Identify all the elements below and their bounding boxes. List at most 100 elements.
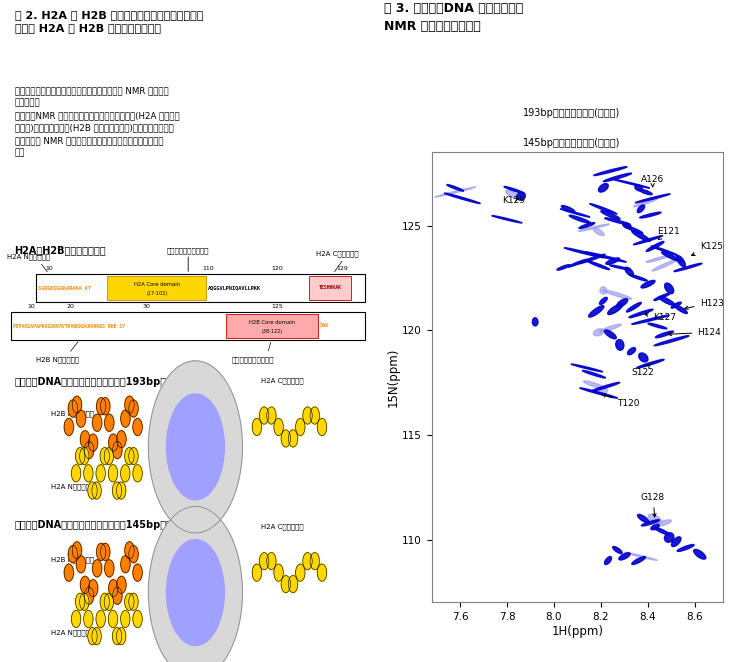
Ellipse shape: [557, 265, 570, 270]
Ellipse shape: [589, 306, 604, 317]
Text: K129: K129: [503, 196, 525, 205]
Ellipse shape: [593, 167, 627, 175]
Ellipse shape: [639, 189, 652, 195]
Circle shape: [96, 465, 106, 482]
Ellipse shape: [694, 549, 706, 559]
Text: 110: 110: [202, 266, 214, 271]
Ellipse shape: [658, 520, 672, 526]
Ellipse shape: [664, 533, 674, 542]
Text: H2B Core domain: H2B Core domain: [249, 320, 295, 325]
Ellipse shape: [492, 216, 522, 223]
Circle shape: [84, 587, 94, 604]
Circle shape: [121, 555, 130, 573]
Circle shape: [113, 587, 122, 604]
Circle shape: [105, 414, 114, 432]
Circle shape: [303, 407, 312, 424]
Circle shape: [72, 610, 80, 628]
Ellipse shape: [613, 179, 649, 188]
Circle shape: [117, 430, 126, 448]
Text: 145bpヌクレオソーム(薄い青): 145bpヌクレオソーム(薄い青): [523, 138, 621, 148]
Ellipse shape: [675, 305, 687, 314]
Ellipse shape: [627, 348, 635, 355]
Text: H2A Core domain: H2A Core domain: [134, 282, 180, 287]
Ellipse shape: [565, 248, 604, 258]
Text: H2A C末端テイル: H2A C末端テイル: [316, 250, 358, 257]
Ellipse shape: [599, 324, 621, 332]
Ellipse shape: [590, 204, 617, 214]
Ellipse shape: [641, 281, 655, 288]
Ellipse shape: [635, 185, 642, 191]
Ellipse shape: [579, 222, 595, 228]
Text: 結晶構造で見える領域: 結晶構造で見える領域: [167, 248, 210, 254]
Circle shape: [64, 418, 74, 436]
Ellipse shape: [674, 263, 702, 271]
Ellipse shape: [599, 297, 607, 305]
Ellipse shape: [632, 557, 646, 565]
Circle shape: [260, 553, 269, 570]
Circle shape: [128, 593, 138, 610]
Ellipse shape: [600, 287, 607, 294]
Ellipse shape: [655, 331, 674, 338]
Text: 125: 125: [271, 304, 283, 309]
Circle shape: [281, 575, 291, 592]
Circle shape: [108, 610, 117, 628]
Ellipse shape: [517, 193, 525, 200]
Ellipse shape: [592, 383, 620, 391]
Ellipse shape: [672, 537, 681, 547]
Ellipse shape: [652, 246, 677, 256]
Ellipse shape: [579, 254, 605, 264]
Circle shape: [120, 610, 130, 628]
Text: 193bpヌクレオソーム(濃い青): 193bpヌクレオソーム(濃い青): [523, 109, 621, 118]
Text: 図 3. リンカーDNA の有無による
NMR スペクトルの違い: 図 3. リンカーDNA の有無による NMR スペクトルの違い: [384, 2, 523, 33]
Circle shape: [133, 465, 142, 482]
Text: H2A N末端テイル: H2A N末端テイル: [51, 629, 94, 636]
Circle shape: [76, 410, 86, 427]
Text: A126: A126: [641, 175, 664, 187]
Circle shape: [104, 448, 114, 465]
Ellipse shape: [504, 187, 524, 193]
Ellipse shape: [617, 299, 628, 307]
Ellipse shape: [641, 520, 659, 526]
Circle shape: [117, 482, 126, 499]
Circle shape: [112, 628, 122, 645]
Text: 120: 120: [271, 266, 283, 271]
Circle shape: [84, 442, 94, 459]
Ellipse shape: [606, 258, 620, 264]
Text: H2A C末端テイル: H2A C末端テイル: [261, 523, 303, 530]
Ellipse shape: [629, 309, 653, 318]
Ellipse shape: [655, 528, 669, 535]
Ellipse shape: [582, 371, 605, 378]
Bar: [309, 276, 351, 300]
Text: 20: 20: [66, 304, 75, 309]
Ellipse shape: [671, 302, 681, 308]
Ellipse shape: [613, 547, 622, 553]
Ellipse shape: [604, 557, 612, 565]
Circle shape: [117, 628, 126, 645]
Circle shape: [167, 394, 224, 500]
Circle shape: [108, 465, 117, 482]
Circle shape: [72, 465, 80, 482]
Text: 上：オレンジ色でマークされたアミノ酸残基が NMR で観測さ
れました。
中、下：NMR で観測されたアミノ酸は黄色の丸(H2A のアミノ
酸残基)オレンジ色の: 上：オレンジ色でマークされたアミノ酸残基が NMR で観測さ れました。 中、下…: [15, 86, 179, 158]
Circle shape: [317, 418, 327, 436]
Circle shape: [296, 418, 305, 436]
Ellipse shape: [603, 290, 632, 299]
Circle shape: [68, 545, 77, 563]
Text: H2B N末端テイル: H2B N末端テイル: [51, 410, 94, 417]
Circle shape: [266, 407, 276, 424]
Ellipse shape: [661, 252, 682, 262]
Ellipse shape: [627, 303, 641, 312]
Circle shape: [88, 482, 97, 499]
Ellipse shape: [599, 388, 607, 394]
Bar: [226, 314, 318, 338]
Circle shape: [80, 430, 90, 448]
Text: H2AとH2Bのアミノ酸配列: H2AとH2Bのアミノ酸配列: [15, 245, 106, 255]
Ellipse shape: [652, 260, 677, 271]
Bar: [11, 312, 365, 340]
Ellipse shape: [654, 336, 689, 346]
Ellipse shape: [446, 185, 463, 191]
Ellipse shape: [604, 218, 630, 225]
Ellipse shape: [506, 191, 517, 198]
Ellipse shape: [635, 194, 670, 203]
Circle shape: [97, 398, 106, 415]
Circle shape: [133, 418, 142, 436]
